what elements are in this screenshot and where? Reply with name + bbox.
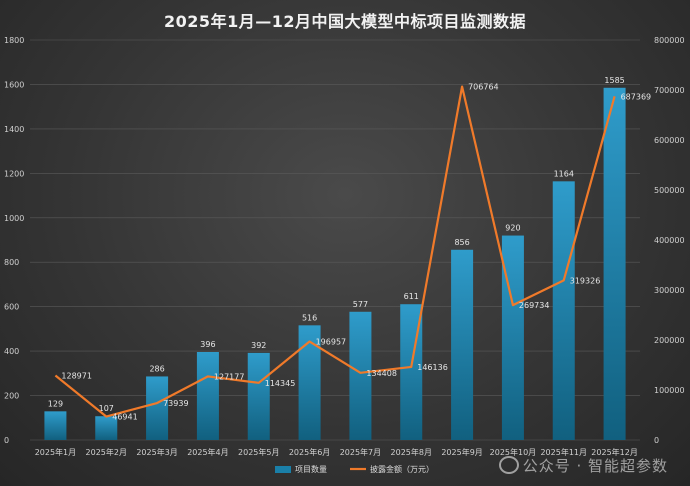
y-right-tick-label: 0 [654, 436, 659, 445]
line-value-label: 114345 [265, 379, 296, 388]
line-value-label: 146136 [417, 363, 448, 372]
bar [95, 416, 118, 440]
x-tick-label: 2025年9月 [441, 447, 482, 457]
bar-value-label: 577 [353, 300, 368, 309]
line-value-label: 73939 [163, 399, 188, 408]
wechat-icon [498, 456, 519, 474]
amount-line [54, 85, 616, 418]
bar [349, 311, 372, 440]
y-right-tick-label: 600000 [654, 136, 685, 145]
line-value-label: 269734 [519, 301, 550, 310]
y-left-tick-label: 200 [4, 392, 19, 401]
x-tick-label: 2025年2月 [86, 447, 127, 457]
x-tick-label: 2025年8月 [391, 447, 432, 457]
bar [603, 87, 626, 441]
bar [501, 235, 524, 440]
y-right-tick-label: 400000 [654, 236, 685, 245]
x-tick-label: 2025年3月 [136, 447, 177, 457]
y-right-tick-label: 300000 [654, 286, 685, 295]
line-value-label: 319326 [570, 276, 601, 285]
y-left-tick-label: 400 [4, 347, 19, 356]
legend-label-line: 披露金额（万元） [370, 464, 434, 474]
x-tick-label: 2025年12月 [591, 447, 638, 457]
legend-label-bar: 项目数量 [295, 464, 327, 474]
line-value-label: 706764 [468, 83, 499, 92]
y-left-tick-label: 800 [4, 258, 19, 267]
bar [298, 325, 321, 440]
bar-value-label: 516 [302, 313, 317, 322]
bar [247, 352, 270, 440]
line-value-label: 127177 [214, 372, 245, 381]
y-left-tick-label: 600 [4, 303, 19, 312]
bar [451, 249, 474, 440]
bar-value-label: 107 [99, 404, 114, 413]
x-tick-label: 2025年1月 [35, 447, 76, 457]
y-left-tick-label: 1200 [4, 169, 24, 178]
bar-value-label: 392 [251, 341, 266, 350]
y-right-tick-label: 200000 [654, 336, 685, 345]
y-right-tick-label: 700000 [654, 86, 685, 95]
x-tick-label: 2025年11月 [540, 447, 587, 457]
bar [44, 411, 67, 440]
x-tick-label: 2025年6月 [289, 447, 330, 457]
x-tick-label: 2025年7月 [340, 447, 381, 457]
watermark-text: 公众号 · 智能超参数 [522, 457, 668, 475]
y-right-tick-label: 100000 [654, 386, 685, 395]
line-value-label: 687369 [621, 92, 652, 101]
x-tick-label: 2025年4月 [187, 447, 228, 457]
bar-value-label: 920 [505, 224, 520, 233]
y-left-tick-label: 1600 [4, 80, 24, 89]
x-tick-label: 2025年10月 [490, 447, 537, 457]
line-value-label: 134408 [366, 369, 397, 378]
y-left-tick-label: 1000 [4, 214, 24, 223]
line-value-label: 196957 [316, 338, 347, 347]
bar-value-label: 611 [404, 292, 419, 301]
bar-value-label: 856 [454, 238, 469, 247]
y-right-tick-label: 500000 [654, 186, 685, 195]
legend-swatch-bar [275, 466, 291, 473]
line-value-label: 128971 [61, 372, 92, 381]
bar-value-label: 1585 [604, 76, 624, 85]
y-left-tick-label: 0 [4, 436, 9, 445]
bar-value-label: 286 [149, 364, 164, 373]
watermark: 公众号 · 智能超参数 [498, 455, 668, 476]
y-right-tick-label: 800000 [654, 36, 685, 45]
y-left-tick-label: 1400 [4, 125, 24, 134]
line-value-label: 46941 [112, 413, 137, 422]
x-tick-label: 2025年5月 [238, 447, 279, 457]
bar [146, 376, 169, 440]
bar [196, 352, 219, 440]
bar-value-label: 129 [48, 399, 63, 408]
bar-value-label: 396 [200, 340, 215, 349]
bar [552, 181, 575, 441]
chart-title: 2025年1月—12月中国大模型中标项目监测数据 [164, 12, 526, 31]
y-left-tick-label: 1800 [4, 36, 24, 45]
bar-value-label: 1164 [554, 169, 574, 178]
